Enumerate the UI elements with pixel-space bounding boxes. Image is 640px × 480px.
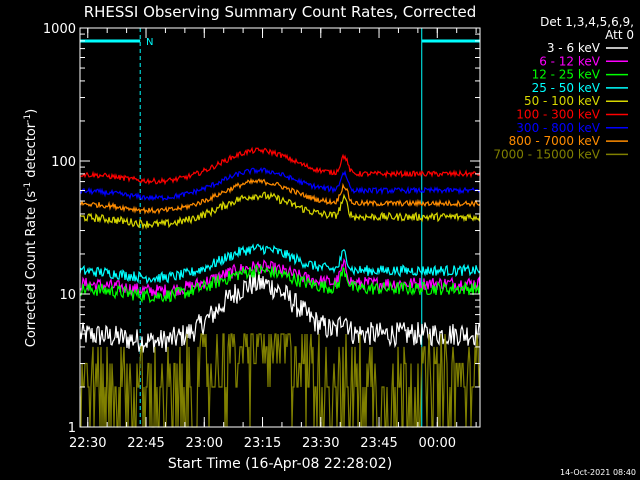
plot-frame: [79, 27, 481, 428]
night-label: N: [146, 37, 153, 48]
series-line: [79, 257, 481, 299]
legend-entry-label: 3 - 6 keV: [547, 41, 601, 55]
legend-entry-label: 25 - 50 keV: [532, 81, 601, 95]
legend-entry-label: 800 - 7000 keV: [509, 134, 601, 148]
legend-entry-label: 300 - 800 keV: [516, 121, 600, 135]
y-axis-ticks: 1 10 100 1000: [43, 22, 480, 436]
timestamp: 14-Oct-2021 08:40: [560, 468, 636, 477]
y-tick-label: 1: [68, 421, 76, 436]
series-line: [79, 263, 481, 304]
y-tick-label: 10: [59, 288, 76, 303]
chart-title: RHESSI Observing Summary Count Rates, Co…: [84, 3, 477, 21]
y-axis-label-mid: detector: [24, 122, 39, 182]
x-tick-label: 22:30: [69, 436, 106, 451]
y-axis-label-sup2: -1: [23, 114, 33, 123]
x-tick-label: 23:00: [186, 436, 223, 451]
legend-entry-label: 100 - 300 keV: [516, 108, 600, 122]
x-axis-ticks: 22:30 22:45 23:00 23:15 23:30 23:45 00:00: [69, 28, 477, 451]
y-axis-label-main: Corrected Count Rate (s: [24, 191, 39, 348]
x-tick-label: 23:15: [244, 436, 281, 451]
legend-entry-label: 12 - 25 keV: [532, 68, 601, 82]
series-line: [79, 243, 481, 285]
series-line: [79, 166, 481, 202]
x-tick-label: 22:45: [127, 436, 164, 451]
legend-entry-label: 50 - 100 keV: [524, 94, 601, 108]
legend-entry-label: 7000 - 15000 keV: [493, 147, 600, 161]
y-tick-label: 100: [51, 155, 76, 170]
series-line: [79, 272, 481, 353]
y-tick-label: 1000: [43, 22, 76, 37]
y-axis-label: Corrected Count Rate (s-1 detector-1): [23, 109, 39, 347]
y-axis-label-sup1: -1: [23, 182, 33, 191]
x-tick-label: 23:45: [360, 436, 397, 451]
y-axis-label-end: ): [24, 109, 39, 114]
series-line: [79, 177, 481, 215]
legend-header-att: Att 0: [605, 28, 634, 42]
x-axis-label: Start Time (16-Apr-08 22:28:02): [168, 456, 392, 472]
x-tick-label: 23:30: [302, 436, 339, 451]
series-line: [79, 146, 481, 186]
x-tick-label: 00:00: [419, 436, 456, 451]
series-line: [79, 191, 481, 230]
legend-entry-label: 6 - 12 keV: [539, 54, 601, 68]
legend-header-det: Det 1,3,4,5,6,9,: [540, 15, 634, 29]
